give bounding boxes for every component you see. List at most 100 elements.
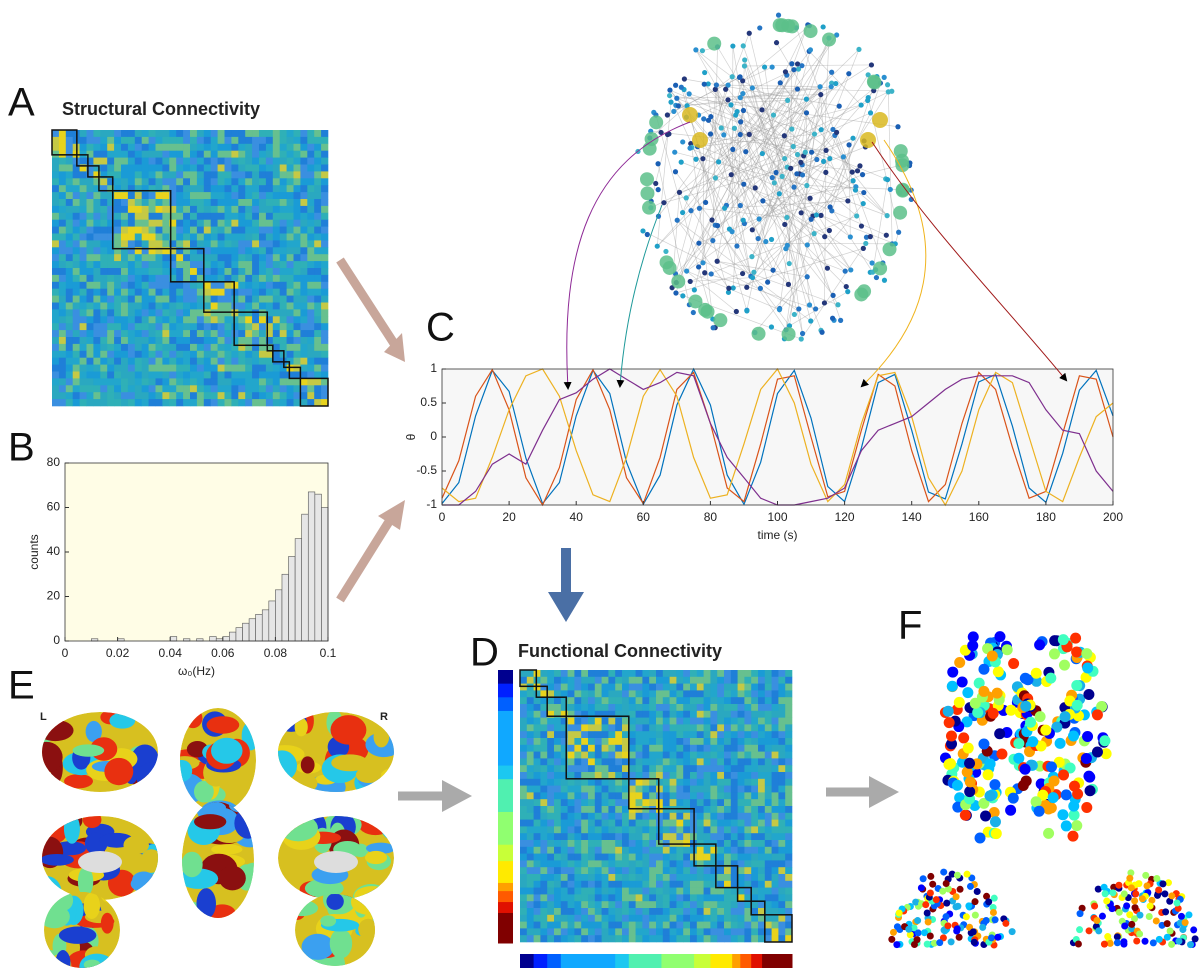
matrix-cell — [176, 288, 184, 296]
matrix-cell — [245, 371, 253, 379]
matrix-cell — [190, 212, 198, 220]
matrix-cell — [601, 785, 609, 793]
matrix-cell — [730, 867, 738, 875]
matrix-cell — [155, 295, 163, 303]
matrix-cell — [533, 710, 541, 718]
matrix-cell — [574, 792, 582, 800]
matrix-cell — [526, 853, 534, 861]
matrix-cell — [231, 357, 239, 365]
matrix-cell — [710, 731, 718, 739]
matrix-cell — [79, 392, 87, 400]
matrix-cell — [554, 683, 562, 691]
electrode — [1045, 761, 1057, 773]
matrix-cell — [224, 192, 232, 200]
matrix-cell — [210, 240, 218, 248]
matrix-cell — [65, 136, 73, 145]
matrix-cell — [176, 364, 184, 372]
network-node — [829, 315, 836, 321]
network-edge — [797, 73, 850, 155]
matrix-cell — [286, 364, 294, 372]
matrix-cell — [107, 281, 115, 289]
matrix-cell — [58, 164, 67, 172]
matrix-cell — [272, 233, 280, 241]
matrix-cell — [121, 330, 129, 338]
matrix-cell — [52, 143, 60, 151]
matrix-cell — [574, 853, 582, 861]
network-node — [681, 76, 687, 82]
matrix-cell — [100, 192, 108, 200]
matrix-cell — [662, 833, 670, 841]
matrix-cell — [196, 378, 205, 386]
matrix-cell — [65, 171, 73, 179]
matrix-cell — [703, 921, 711, 929]
matrix-cell — [196, 150, 205, 158]
matrix-cell — [547, 785, 555, 793]
matrix-cell — [252, 316, 260, 324]
matrix-cell — [662, 921, 670, 929]
matrix-cell — [724, 921, 732, 929]
matrix-cell — [710, 908, 718, 916]
matrix-cell — [286, 302, 294, 310]
electrode — [936, 939, 944, 947]
electrode — [1153, 874, 1161, 882]
matrix-cell — [210, 150, 218, 158]
matrix-cell — [231, 302, 239, 310]
matrix-cell — [86, 212, 94, 220]
matrix-cell — [79, 316, 87, 324]
matrix-cell — [730, 908, 738, 916]
matrix-cell — [65, 226, 73, 234]
electrode — [1127, 884, 1135, 892]
matrix-cell — [622, 683, 630, 691]
matrix-cell — [155, 330, 163, 338]
matrix-cell — [560, 826, 568, 834]
matrix-cell — [79, 178, 87, 186]
matrix-cell — [520, 697, 528, 705]
matrix-cell — [771, 867, 779, 875]
matrix-cell — [574, 697, 582, 705]
network-node — [807, 195, 813, 201]
matrix-cell — [114, 274, 122, 283]
matrix-cell — [581, 772, 589, 780]
matrix-cell — [210, 185, 218, 193]
matrix-cell — [300, 185, 308, 193]
electrode — [1135, 880, 1143, 888]
matrix-cell — [622, 853, 630, 861]
matrix-cell — [581, 812, 589, 820]
matrix-cell — [162, 295, 170, 303]
matrix-cell — [252, 136, 260, 145]
matrix-cell — [751, 710, 759, 718]
matrix-cell — [238, 205, 246, 214]
matrix-cell — [656, 778, 664, 786]
matrix-cell — [148, 357, 156, 365]
matrix-cell — [114, 171, 122, 179]
matrix-cell — [771, 935, 779, 943]
network-edge — [779, 276, 808, 310]
matrix-cell — [778, 860, 786, 868]
electrode — [893, 941, 901, 949]
matrix-cell — [190, 343, 198, 352]
module-box — [764, 914, 793, 943]
colorbar-segment — [498, 710, 513, 767]
network-edge — [657, 49, 860, 247]
matrix-cell — [252, 323, 260, 331]
matrix-cell — [724, 772, 732, 780]
matrix-cell — [744, 853, 752, 861]
matrix-cell — [581, 717, 589, 725]
matrix-cell — [642, 846, 650, 854]
matrix-cell — [696, 935, 704, 943]
panel-label: A — [8, 81, 35, 125]
matrix-cell — [190, 392, 198, 400]
network-edge — [669, 89, 834, 296]
matrix-cell — [730, 874, 738, 882]
matrix-cell — [622, 819, 630, 827]
electrode — [1059, 711, 1071, 723]
matrix-cell — [148, 330, 156, 338]
matrix-cell — [635, 846, 643, 854]
matrix-cell — [286, 274, 294, 283]
matrix-cell — [696, 928, 704, 936]
matrix-cell — [669, 676, 677, 684]
x-tick-label: 0.04 — [159, 646, 183, 660]
matrix-cell — [642, 792, 650, 800]
matrix-cell — [100, 254, 108, 262]
matrix-cell — [628, 717, 636, 725]
